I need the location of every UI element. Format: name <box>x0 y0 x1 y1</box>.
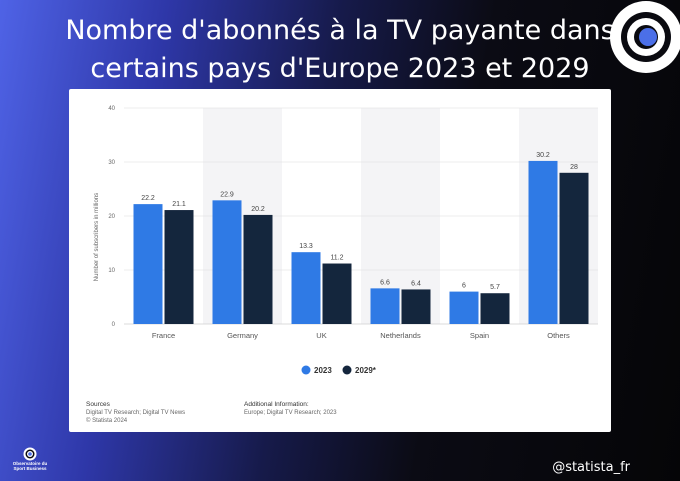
y-tick-label: 20 <box>108 214 115 220</box>
data-label: 20.2 <box>251 206 265 213</box>
bar-others-2023 <box>528 160 558 324</box>
chart-card: 0 10 20 30 40 22.2 21.1 France 22.9 20.2 Germany 1… <box>69 89 611 432</box>
x-tick-label: Netherlands <box>380 331 421 340</box>
data-label: 22.2 <box>141 195 155 202</box>
data-label: 30.2 <box>536 152 550 159</box>
additional-info-line-1: Europe; Digital TV Research; 2023 <box>244 410 337 416</box>
data-label: 6 <box>462 283 466 290</box>
eye-logo-icon <box>610 1 680 73</box>
bar-germany-2023 <box>212 200 242 324</box>
page-title: Nombre d'abonnés à la TV payante dans ce… <box>60 12 620 88</box>
bar-france-2029 <box>164 210 194 324</box>
footer-logo-text: Observatoire du Sport Business <box>0 461 60 471</box>
y-tick-label: 10 <box>108 268 115 274</box>
legend-swatch-2023 <box>301 365 311 375</box>
bar-uk-2029 <box>322 263 352 324</box>
footer-logo-icon <box>23 447 37 461</box>
bar-chart: 0 10 20 30 40 22.2 21.1 France 22.9 20.2 Germany 1… <box>86 106 598 424</box>
legend-label-2023: 2023 <box>314 366 332 375</box>
data-label: 5.7 <box>490 284 500 291</box>
x-tick-label: Others <box>547 331 570 340</box>
bar-netherlands-2029 <box>401 289 431 324</box>
sources-line-2: © Statista 2024 <box>86 417 128 424</box>
legend-swatch-2029 <box>342 365 352 375</box>
page-title-line-1: Nombre d'abonnés à la TV payante dans <box>65 15 615 46</box>
data-label: 28 <box>570 164 578 171</box>
footer-logo-text-line-2: Sport Business <box>13 466 47 471</box>
bar-netherlands-2023 <box>370 288 400 324</box>
additional-info-block: Additional Information: Europe; Digital … <box>244 401 337 416</box>
bar-spain-2029 <box>480 293 510 324</box>
data-label: 6.6 <box>380 279 390 286</box>
x-tick-label: Spain <box>470 331 489 340</box>
bar-germany-2029 <box>243 214 273 324</box>
legend: 2023 2029* <box>301 365 377 375</box>
bar-uk-2023 <box>291 252 321 324</box>
data-label: 11.2 <box>330 255 343 262</box>
x-tick-label: UK <box>316 331 326 340</box>
x-tick-label: Germany <box>227 331 258 340</box>
data-label: 21.1 <box>172 201 186 208</box>
sources-line-1: Digital TV Research; Digital TV News <box>86 410 185 416</box>
social-handle: @statista_fr <box>552 460 630 475</box>
bar-others-2029 <box>559 172 589 324</box>
bar-spain-2023 <box>449 291 479 324</box>
data-label: 22.9 <box>220 191 234 198</box>
sources-block: Sources Digital TV Research; Digital TV … <box>86 401 185 424</box>
data-label: 13.3 <box>299 243 313 250</box>
bar-france-2023 <box>133 204 163 324</box>
y-tick-label: 40 <box>108 106 115 112</box>
y-tick-label: 0 <box>112 322 116 328</box>
y-axis-label: Number of subscribers in millions <box>94 193 100 281</box>
y-tick-label: 30 <box>108 160 115 166</box>
x-tick-label: France <box>152 331 175 340</box>
additional-info-title: Additional Information: <box>244 401 309 408</box>
data-label: 6.4 <box>411 280 421 287</box>
legend-label-2029: 2029* <box>355 366 377 375</box>
footer-logo-text-line-1: Observatoire du <box>12 461 48 466</box>
page-title-line-2: certains pays d'Europe 2023 et 2029 <box>90 53 590 84</box>
sources-title: Sources <box>86 401 111 408</box>
